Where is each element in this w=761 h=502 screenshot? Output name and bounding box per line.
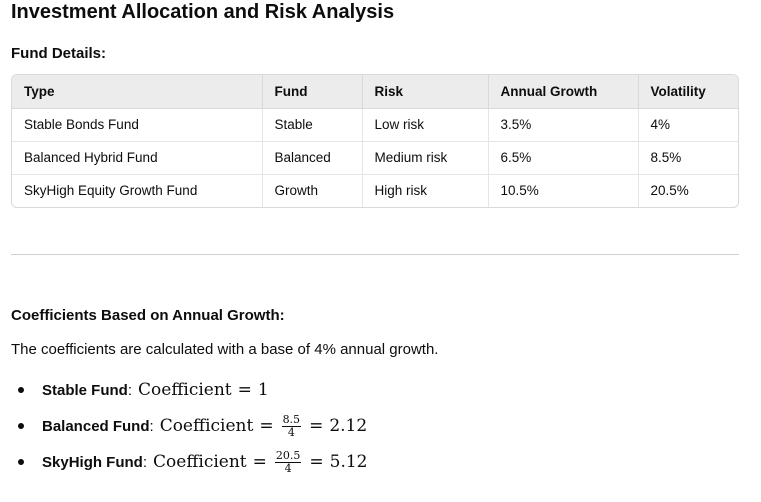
cell-volatility: 4% [638,108,738,142]
table-row: Balanced Hybrid Fund Balanced Medium ris… [12,141,738,175]
column-header-fund: Fund [262,75,363,109]
fraction-denominator: 4 [284,461,292,475]
equals-sign: = [309,452,324,472]
equals-sign: = [237,380,252,400]
label-colon: : [149,417,154,435]
cell-volatility: 8.5% [638,141,738,175]
cell-fund: Balanced [262,141,363,175]
coefficient-result: 1 [257,380,269,400]
fraction: 20.5 4 [274,448,302,475]
page-title: Investment Allocation and Risk Analysis [11,1,395,23]
equals-sign: = [252,452,267,472]
column-header-annual-growth: Annual Growth [488,75,639,109]
coefficients-heading: Coefficients Based on Annual Growth: [11,307,285,324]
cell-annual-growth: 6.5% [488,141,639,175]
coefficient-list: Stable Fund: Coefficient = 1 Balanced Fu… [0,372,368,480]
fraction-numerator: 8.5 [281,412,302,427]
equals-sign: = [309,416,324,436]
cell-type: SkyHigh Equity Growth Fund [12,174,263,207]
fraction-denominator: 4 [287,425,295,439]
fraction: 8.5 4 [281,412,302,439]
cell-annual-growth: 3.5% [488,108,639,142]
coefficient-formula: Coefficient = 8.5 4 = 2.12 [159,412,368,439]
column-header-risk: Risk [362,75,489,109]
fund-label: SkyHigh Fund [42,453,143,471]
list-item: Balanced Fund: Coefficient = 8.5 4 = 2.1… [0,408,368,444]
cell-risk: Medium risk [362,141,489,175]
column-header-type: Type [12,75,263,109]
coefficient-result: 2.12 [329,416,368,436]
coefficient-word: Coefficient [138,380,232,400]
list-item: Stable Fund: Coefficient = 1 [0,372,368,408]
table-header-row: Type Fund Risk Annual Growth Volatility [12,75,738,109]
fund-label: Stable Fund [42,381,128,399]
fund-label: Balanced Fund [42,417,150,435]
table-row: Stable Bonds Fund Stable Low risk 3.5% 4… [12,108,738,142]
section-divider [11,254,739,255]
fraction-numerator: 20.5 [274,448,302,463]
cell-annual-growth: 10.5% [488,174,639,207]
fund-details-heading: Fund Details: [11,45,107,62]
coefficient-word: Coefficient [159,416,254,436]
equals-sign: = [259,416,274,436]
column-header-volatility: Volatility [638,75,738,109]
label-colon: : [142,453,148,471]
cell-type: Stable Bonds Fund [12,108,263,142]
cell-risk: Low risk [362,108,489,142]
cell-type: Balanced Hybrid Fund [12,141,263,175]
cell-risk: High risk [362,174,489,207]
cell-volatility: 20.5% [650,183,689,199]
bullet-icon [18,387,24,393]
coefficient-word: Coefficient [153,452,247,472]
list-item: SkyHigh Fund: Coefficient = 20.5 4 = 5.1… [0,444,368,480]
bullet-icon [18,423,24,429]
coefficient-formula: Coefficient = 20.5 4 = 5.12 [153,448,368,475]
table-row: SkyHigh Equity Growth Fund Growth High r… [12,174,738,207]
cell-fund: Stable [262,108,363,142]
cell-fund: Growth [262,174,363,207]
coefficient-result: 5.12 [329,452,368,472]
coefficients-intro: The coefficients are calculated with a b… [11,341,439,358]
label-colon: : [127,381,133,399]
fund-details-table: Type Fund Risk Annual Growth Volatility … [11,74,739,208]
bullet-icon [18,459,24,465]
coefficient-formula: Coefficient = 1 [138,380,269,400]
